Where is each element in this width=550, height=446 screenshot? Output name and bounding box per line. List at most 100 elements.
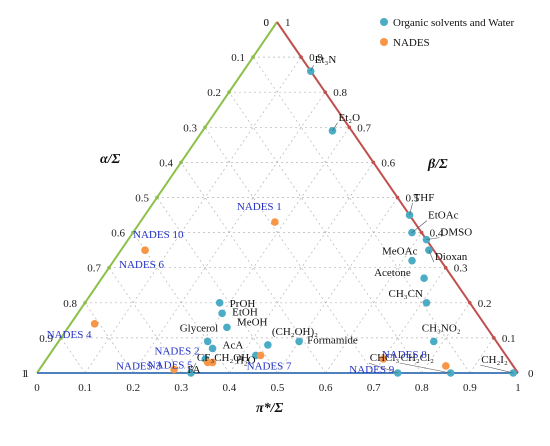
solvent-label: Et₂O: [338, 112, 360, 124]
beta-tick-mark: [492, 336, 496, 340]
nades-label: NADES 5: [148, 359, 193, 371]
nades-point: [141, 246, 149, 254]
nades-point: [256, 351, 265, 360]
pi-tick-label: 0.5: [271, 382, 285, 394]
nades-label: NADES 9: [349, 364, 394, 376]
point-labels: Et₃N Et₂O THF EtOAc DMSO Dioxan MeOAc Acetone CH…: [47, 54, 514, 376]
alpha-tick-mark: [251, 55, 255, 59]
pi-tick-label: 0.1: [78, 382, 92, 394]
alpha-tick-mark: [59, 336, 63, 340]
alpha-tick-label: 0.9: [39, 333, 53, 345]
grid-layer: [60, 56, 495, 374]
beta-axis-title: β/Σ: [427, 157, 448, 172]
beta-tick-label: 0.1: [502, 333, 516, 345]
beta-tick-label: 0.9: [309, 52, 323, 64]
nades-label: NADES 10: [133, 229, 184, 241]
solvent-label: Formamide: [307, 334, 358, 346]
solvent-point: [422, 299, 431, 307]
alpha-tick-mark: [83, 301, 87, 305]
beta-tick-label: 0: [528, 368, 534, 380]
label-leader-line: [399, 362, 451, 374]
beta-tick-label: 0.6: [381, 157, 395, 169]
solvent-label: Acetone: [374, 267, 411, 279]
alpha-tick-label: 0.6: [111, 228, 125, 240]
alpha-tick-label: 0.8: [63, 298, 77, 310]
beta-tick-mark: [395, 195, 400, 200]
label-leader-line: [428, 250, 435, 263]
alpha-tick-label: 0: [264, 17, 270, 29]
solvent-label: THF: [414, 192, 435, 204]
solvent-label: EtOAc: [428, 210, 459, 222]
solvent-label: CH₂Cl₂: [401, 352, 435, 364]
label-leader-line: [409, 202, 413, 216]
label-leader-line: [368, 362, 398, 374]
beta-tick-label: 0.4: [430, 228, 444, 240]
solvent-point: [223, 323, 231, 332]
legend-label-nades: NADES: [393, 37, 430, 49]
alpha-tick-mark: [179, 160, 183, 165]
solvent-label: H₂O: [236, 354, 256, 366]
nades-label: NADES 7: [247, 360, 292, 372]
alpha-tick-label: 0.3: [183, 122, 197, 134]
alpha-tick-label: 0.2: [207, 87, 221, 99]
beta-tick-label: 0.5: [406, 193, 420, 205]
beta-tick-label: 0.2: [478, 298, 492, 310]
solvent-label: EtOH: [232, 306, 258, 318]
alpha-tick-label: 1: [22, 368, 28, 380]
beta-tick-mark: [468, 301, 472, 305]
beta-tick-label: 0.7: [357, 122, 371, 134]
alpha-tick-label: 0.7: [87, 263, 101, 275]
pi-tick-label: 0.6: [319, 382, 333, 394]
alpha-tick-mark: [131, 230, 135, 235]
solvent-label: AcA: [223, 339, 244, 351]
data-points: [90, 67, 517, 377]
grid-line-pi: [132, 232, 230, 374]
grid-line-alpha: [421, 302, 471, 374]
solvent-label: MeOH: [237, 316, 268, 328]
solvent-label: Dioxan: [435, 251, 468, 263]
nades-point: [442, 362, 450, 370]
solvent-label: FA: [187, 364, 200, 376]
solvent-point: [429, 337, 438, 346]
solvent-label: DMSO: [440, 227, 472, 239]
alpha-tick-label: 0.5: [135, 193, 149, 205]
pi-tick-label: 0.8: [415, 382, 429, 394]
label-leader-line: [411, 220, 428, 233]
beta-tick-mark: [419, 230, 424, 235]
grid-line-pi: [156, 197, 278, 374]
alpha-tick-label: 1: [24, 368, 30, 380]
nades-point: [271, 218, 279, 226]
solvent-point: [215, 299, 224, 307]
grid-line-alpha: [373, 267, 446, 374]
pi-axis-title: π*/Σ: [256, 401, 284, 416]
alpha-tick-mark: [227, 90, 231, 94]
solvent-label: CH₂I₂: [481, 354, 508, 366]
tick-labels: 0 0 0.1 0.1 0.1 0.2 0.2 0.2 0.3 0.3 0.3 0.4 0.4 0.4 0.…: [22, 17, 535, 394]
grid-line-pi: [108, 267, 182, 374]
solvent-point: [264, 341, 272, 349]
grid-line-alpha: [277, 197, 398, 374]
triangle-edges: [36, 21, 519, 374]
nades-point: [90, 320, 99, 328]
solvent-point: [208, 344, 217, 353]
solvent-label: CF₃CH₂OH: [197, 352, 249, 364]
grid-line-pi: [252, 56, 471, 374]
legend: Organic solvents and Water NADES: [380, 17, 515, 49]
alpha-axis-title: α/Σ: [100, 152, 121, 167]
nades-point: [203, 358, 212, 367]
alpha-tick-label: 0: [264, 17, 270, 29]
solvent-label: (CH₂OH)₂: [272, 326, 318, 338]
alpha-tick-mark: [203, 125, 207, 130]
nades-label: NADES 1: [237, 201, 282, 213]
solvent-label: MeOAc: [382, 246, 418, 258]
pi-tick-label: 0.2: [126, 382, 140, 394]
pi-tick-label: 0: [34, 382, 40, 394]
solvent-label: CHCl₃: [370, 352, 400, 364]
pi-tick-label: 0.7: [367, 382, 381, 394]
alpha-tick-label: 0.4: [159, 157, 173, 169]
solvent-point: [446, 369, 455, 377]
pi-tick-label: 0.3: [174, 382, 188, 394]
pi-tick-label: 0.9: [463, 382, 477, 394]
solvent-point: [408, 256, 416, 265]
beta-tick-label: 1: [285, 17, 291, 29]
